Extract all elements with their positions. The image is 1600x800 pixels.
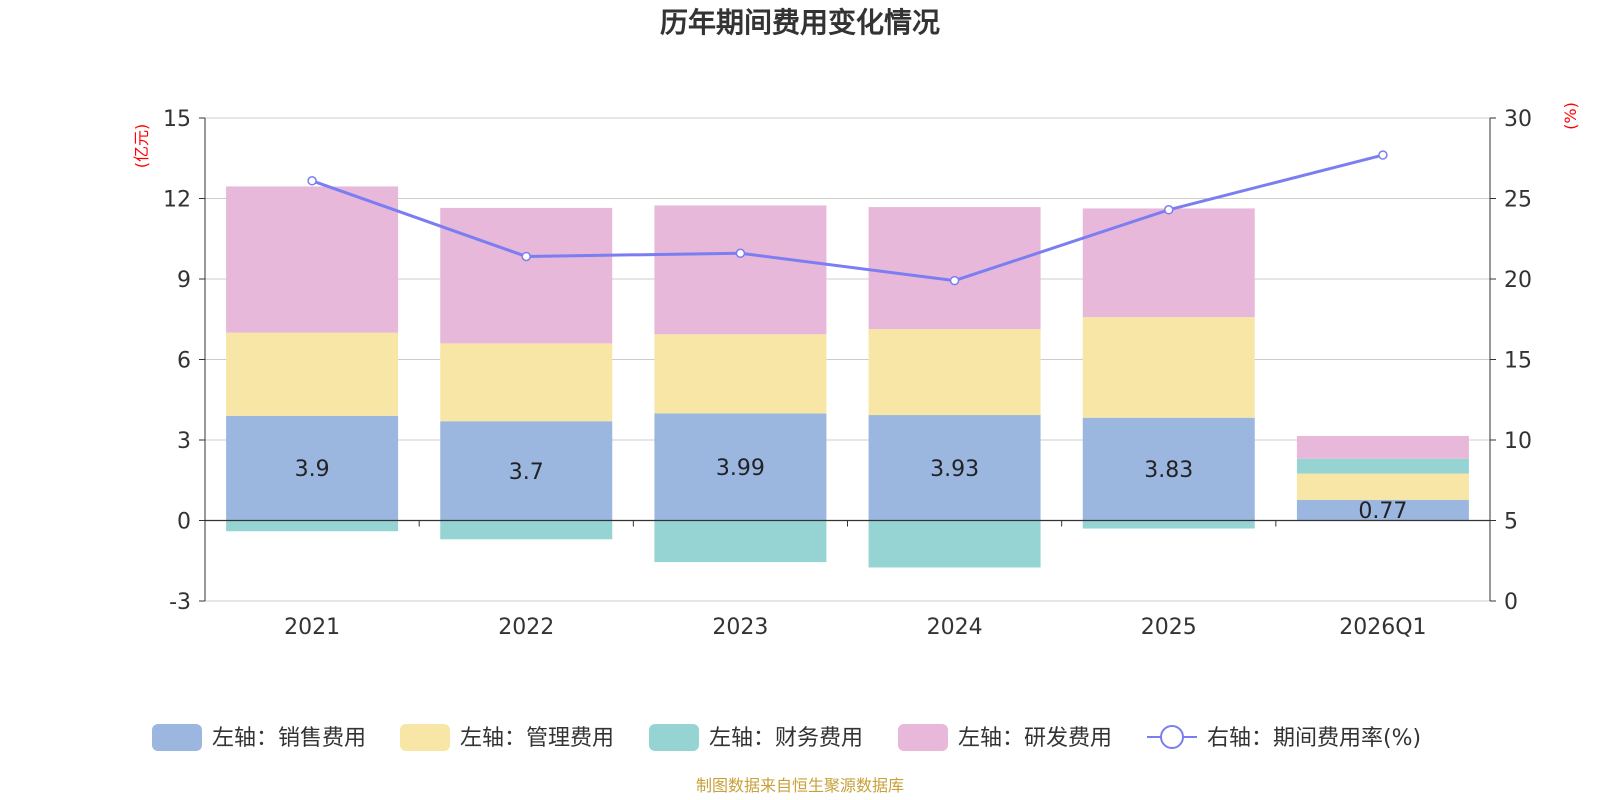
- legend-label[interactable]: 右轴：期间费用率(%): [1207, 726, 1421, 751]
- bar-segment: [226, 186, 399, 333]
- bar-segment: [868, 207, 1041, 330]
- bar-segment: [654, 413, 827, 521]
- right-axis-tick-label: 0: [1504, 590, 1518, 615]
- left-axis-tick-label: 9: [177, 268, 191, 293]
- x-axis-tick-label: 2026Q1: [1339, 615, 1426, 640]
- bar-segment: [868, 520, 1041, 568]
- right-axis-tick-label: 10: [1504, 429, 1532, 454]
- bar-segment: [654, 205, 827, 335]
- bar-segment: [1082, 317, 1255, 418]
- bar-segment: [226, 332, 399, 416]
- legend-swatch[interactable]: [898, 724, 948, 751]
- bar-segment: [440, 207, 613, 344]
- right-axis-unit: (%): [1561, 102, 1580, 130]
- gridlines: [205, 117, 1490, 602]
- left-axis-tick-label: 6: [177, 349, 191, 374]
- left-axis-tick-label: 12: [163, 188, 191, 213]
- bar-segment: [1296, 458, 1469, 474]
- right-axis-tick-label: 20: [1504, 268, 1532, 293]
- rate-line: [311, 153, 1384, 283]
- x-axis-tick-label: 2025: [1141, 615, 1197, 640]
- left-axis-tick-label: -3: [169, 590, 191, 615]
- bar-segment: [654, 520, 827, 563]
- legend-swatch[interactable]: [152, 724, 202, 751]
- legend: 左轴：销售费用 左轴：管理费用 左轴：财务费用 左轴：研发费用 右轴：期间费用率(%): [152, 724, 1421, 751]
- bar-segment: [226, 415, 399, 521]
- bar-segment: [868, 329, 1041, 416]
- rate-point: [1378, 150, 1388, 160]
- right-axis-tick-label: 15: [1504, 349, 1532, 374]
- bar-segment: [654, 334, 827, 414]
- legend-swatch-marker[interactable]: [1160, 725, 1184, 749]
- right-axis-tick-label: 5: [1504, 510, 1518, 535]
- x-axis-tick-label: 2023: [712, 615, 768, 640]
- data-label: 3.93: [930, 457, 979, 482]
- bar-segment: [440, 520, 613, 540]
- data-label: 3.83: [1144, 458, 1193, 483]
- chart-title: 历年期间费用变化情况: [660, 6, 940, 39]
- bar-segment: [1296, 473, 1469, 500]
- bar-segment: [1082, 417, 1255, 521]
- rate-point: [1164, 205, 1174, 215]
- data-label: 3.9: [295, 457, 330, 482]
- legend-label[interactable]: 左轴：销售费用: [212, 726, 366, 751]
- data-labels-layer: 3.9 3.7 3.99 3.93 3.83 0.77: [295, 456, 1408, 524]
- bar-segment: [868, 415, 1041, 521]
- rate-point: [735, 248, 746, 258]
- data-label: 0.77: [1358, 499, 1407, 524]
- bars-layer: [226, 186, 1469, 568]
- x-axis-tick-label: 2024: [927, 615, 983, 640]
- legend-swatch[interactable]: [649, 724, 699, 751]
- right-axis-tick-label: 30: [1504, 107, 1532, 132]
- rate-line-layer: [307, 150, 1388, 286]
- legend-label[interactable]: 左轴：研发费用: [958, 726, 1112, 751]
- x-axis-tick-label: 2021: [284, 615, 340, 640]
- bar-segment: [1296, 499, 1469, 521]
- bar-segment: [440, 421, 613, 521]
- legend-swatch[interactable]: [400, 724, 450, 751]
- data-label: 3.7: [509, 460, 544, 485]
- rate-point: [949, 275, 960, 286]
- bar-segment: [1082, 208, 1255, 318]
- bar-segment: [440, 343, 613, 422]
- bar-segment: [1296, 435, 1469, 459]
- bar-segment: [1082, 520, 1255, 529]
- data-label: 3.99: [716, 456, 765, 481]
- legend-label[interactable]: 左轴：财务费用: [709, 726, 863, 751]
- source-note: 制图数据来自恒生聚源数据库: [696, 776, 904, 795]
- rate-point: [307, 176, 317, 186]
- legend-label[interactable]: 左轴：管理费用: [460, 726, 614, 751]
- left-axis-tick-label: 0: [177, 510, 191, 535]
- right-axis-tick-label: 25: [1504, 188, 1532, 213]
- left-axis-tick-label: 3: [177, 429, 191, 454]
- rate-point: [521, 251, 531, 262]
- left-axis-tick-label: 15: [163, 107, 191, 132]
- left-axis-unit: (亿元): [132, 124, 151, 169]
- bar-segment: [226, 520, 399, 532]
- x-axis-tick-label: 2022: [498, 615, 554, 640]
